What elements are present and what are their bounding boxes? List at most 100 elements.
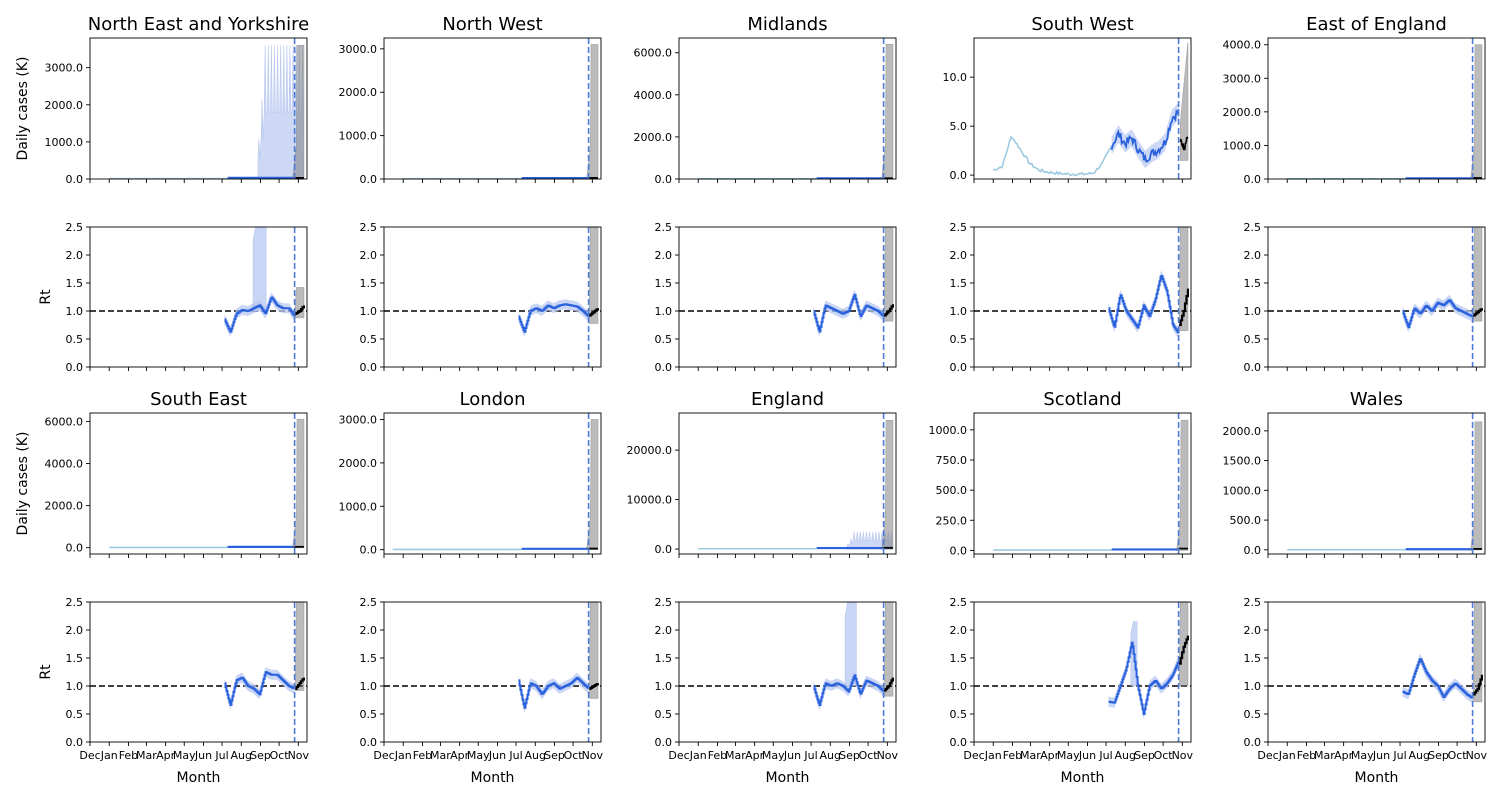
rt-axes-frame — [1267, 226, 1486, 368]
month-tick-label: Jan — [394, 749, 412, 762]
cases-axes-frame — [973, 37, 1192, 180]
cases-ytick-label: 2000.0 — [1223, 425, 1262, 438]
month-tick-label: Jun — [783, 749, 801, 762]
cases-ytick-label: 3000.0 — [1223, 72, 1262, 85]
panel-south-west: South West 0.0 5.0 10.0 0.0 0.5 1.0 1.5 2.0 2.5 — [943, 14, 1192, 374]
cases-ytick-label: 2000.0 — [45, 99, 84, 112]
rt-ytick-label: 2.5 — [950, 596, 968, 609]
cases-ytick-label: 1000.0 — [1223, 484, 1262, 497]
month-tick-label: Aug — [231, 749, 252, 762]
cases-estimate-line — [1110, 109, 1180, 163]
panel-title: East of England — [1306, 14, 1447, 35]
panel-london: London 0.0 1000.0 2000.0 3000.0 0.0 0.5 1.0 1.5 2… — [339, 389, 604, 786]
cases-forecast-band — [881, 420, 894, 550]
rt-estimate-band — [813, 289, 884, 337]
cases-axes-frame — [1267, 37, 1486, 180]
panel-east-of-england: East of England 0.0 1000.0 2000.0 3000.0 4000… — [1223, 14, 1486, 374]
rt-ylabel: Rt — [38, 664, 54, 680]
rt-estimate-line — [1402, 299, 1474, 329]
rt-estimate-line — [518, 303, 590, 333]
rt-forecast-line — [884, 677, 894, 692]
rt-axes-frame — [1267, 601, 1486, 743]
month-tick-label: May — [467, 749, 490, 762]
panel-wales: Wales 0.0 500.0 1000.0 1500.0 2000.0 0.0 0.5 1.0… — [1223, 389, 1488, 786]
rt-forecast-line — [1179, 288, 1189, 327]
rt-axes-north-east-and-yorkshire: 0.0 0.5 1.0 1.5 2.0 2.5 Rt — [38, 221, 308, 374]
month-tick-label: Apr — [1334, 749, 1354, 762]
rt-ytick-label: 2.5 — [360, 596, 378, 609]
panel-title: Midlands — [747, 14, 827, 35]
rt-axes-south-west: 0.0 0.5 1.0 1.5 2.0 2.5 — [950, 221, 1192, 374]
rt-estimate-band-spike — [252, 226, 267, 312]
month-tick-label: Jun — [1372, 749, 1390, 762]
panel-title: Scotland — [1043, 389, 1121, 410]
cases-axes-frame — [89, 412, 308, 555]
cases-ytick-label: 2000.0 — [339, 457, 378, 470]
rt-axes-north-west: 0.0 0.5 1.0 1.5 2.0 2.5 — [360, 221, 602, 374]
rt-ytick-label: 2.5 — [1244, 596, 1262, 609]
rt-ytick-label: 0.0 — [655, 361, 673, 374]
cases-axes-frame — [678, 37, 897, 180]
cases-ytick-label: 3000.0 — [45, 62, 84, 75]
rt-ytick-label: 0.5 — [66, 708, 84, 721]
cases-ytick-label: 750.0 — [936, 454, 968, 467]
month-tick-label: Dec — [1257, 749, 1278, 762]
rt-ytick-label: 1.5 — [1244, 652, 1262, 665]
rt-forecast-line — [884, 304, 894, 317]
cases-ytick-label: 0.0 — [655, 173, 673, 186]
rt-ytick-label: 2.5 — [655, 221, 673, 234]
month-tick-label: Sep — [1134, 749, 1155, 762]
cases-ytick-label: 500.0 — [936, 484, 968, 497]
x-axis-label: Month — [1061, 770, 1105, 786]
month-tick-label: Sep — [250, 749, 271, 762]
rt-ytick-label: 1.0 — [655, 305, 673, 318]
cases-forecast-line — [1179, 136, 1189, 151]
month-tick-label: Jun — [194, 749, 212, 762]
rt-ytick-label: 0.5 — [655, 708, 673, 721]
cases-axes-frame — [383, 412, 602, 555]
cases-ytick-label: 2000.0 — [339, 86, 378, 99]
cases-axes-midlands: Midlands 0.0 2000.0 4000.0 6000.0 — [634, 14, 897, 186]
rt-forecast-line — [589, 308, 599, 317]
cases-ytick-label: 1000.0 — [339, 500, 378, 513]
rt-ytick-label: 1.0 — [66, 305, 84, 318]
month-tick-label: Nov — [288, 749, 310, 762]
x-axis-label: Month — [177, 770, 221, 786]
cases-ytick-label: 1500.0 — [1223, 455, 1262, 468]
month-tick-label: Mar — [725, 749, 746, 762]
cases-axes-london: London 0.0 1000.0 2000.0 3000.0 — [339, 389, 602, 558]
month-tick-label: Jun — [488, 749, 506, 762]
rt-ytick-label: 1.0 — [1244, 680, 1262, 693]
cases-forecast-band — [586, 419, 599, 551]
rt-forecast-line — [1473, 674, 1483, 696]
month-tick-label: Jan — [689, 749, 707, 762]
cases-ytick-label: 0.0 — [360, 544, 378, 557]
rt-forecast-line — [295, 677, 305, 690]
rt-axes-frame — [383, 226, 602, 368]
month-tick-label: Mar — [430, 749, 451, 762]
cases-ytick-label: 1000.0 — [1223, 139, 1262, 152]
month-tick-label: Jul — [803, 749, 817, 762]
rt-ytick-label: 1.5 — [66, 277, 84, 290]
rt-estimate-line — [813, 674, 885, 706]
rt-axes-frame — [89, 601, 308, 743]
rt-ytick-label: 1.5 — [950, 277, 968, 290]
rt-ytick-label: 0.0 — [66, 736, 84, 749]
month-tick-label: Dec — [963, 749, 984, 762]
cases-axes-north-east-and-yorkshire: North East and Yorkshire 0.0 1000.0 2000.0 3… — [15, 14, 309, 186]
cases-ytick-label: 0.0 — [655, 543, 673, 556]
month-tick-label: Oct — [270, 749, 290, 762]
panel-title: South West — [1031, 14, 1133, 35]
month-tick-label: Jul — [214, 749, 228, 762]
rt-ytick-label: 2.0 — [655, 624, 673, 637]
cases-ytick-label: 2000.0 — [634, 131, 673, 144]
rt-estimate-line — [224, 671, 296, 706]
rt-ytick-label: 2.0 — [655, 249, 673, 262]
rt-axes-frame — [678, 226, 897, 368]
cases-ytick-label: 500.0 — [1230, 514, 1262, 527]
x-axis-label: Month — [471, 770, 515, 786]
month-tick-label: May — [1351, 749, 1374, 762]
rt-ytick-label: 0.0 — [1244, 361, 1262, 374]
rt-axes-frame — [973, 226, 1192, 368]
